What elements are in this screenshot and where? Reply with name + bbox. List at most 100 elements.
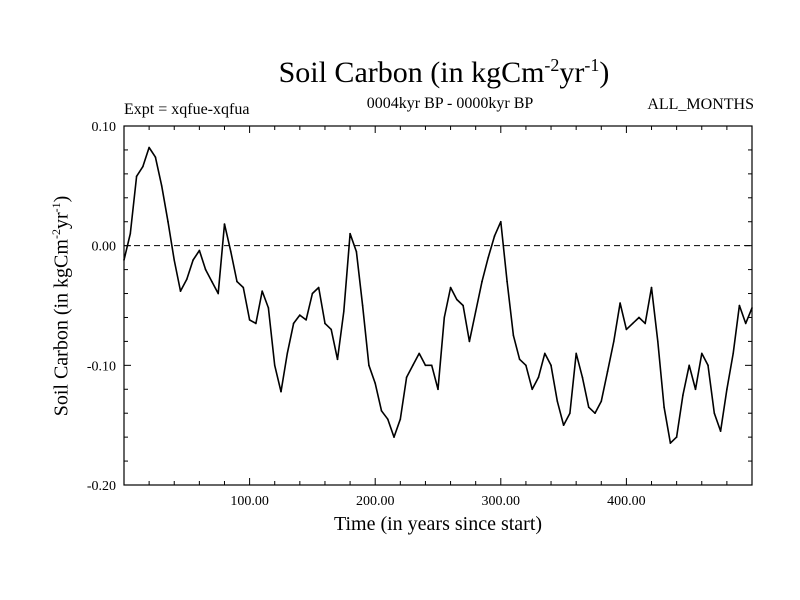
experiment-label: Expt = xqfue-xqfua — [124, 101, 250, 118]
data-point — [242, 286, 245, 289]
data-point — [474, 310, 477, 313]
data-point — [726, 388, 728, 391]
data-point — [556, 400, 559, 403]
data-point — [456, 298, 458, 301]
data-point — [581, 376, 584, 379]
data-point — [594, 412, 596, 415]
data-point — [669, 442, 672, 444]
data-point — [317, 286, 320, 289]
plot-frame — [123, 125, 753, 486]
data-point — [148, 146, 150, 149]
y-tick-label: 0.00 — [92, 240, 117, 255]
data-point — [468, 340, 471, 343]
y-tick-label: 0.10 — [92, 120, 117, 135]
data-point — [386, 418, 389, 420]
data-point — [361, 304, 364, 307]
x-axis-label: Time (in years since start) — [333, 513, 543, 535]
data-point — [694, 388, 697, 391]
data-point — [160, 185, 163, 187]
data-point — [374, 382, 377, 385]
data-point — [292, 322, 295, 325]
data-point — [600, 400, 603, 403]
data-point — [405, 376, 408, 379]
data-point — [462, 304, 464, 307]
data-point — [493, 235, 496, 237]
data-point — [650, 286, 653, 289]
data-point — [129, 232, 132, 235]
data-point — [449, 286, 452, 289]
chart-title: Soil Carbon (in kgCm-2yr-1) — [278, 55, 610, 89]
data-point — [223, 223, 226, 225]
data-point — [324, 322, 326, 325]
data-point — [569, 412, 571, 415]
data-point — [217, 292, 219, 295]
data-point — [186, 278, 188, 280]
data-point — [481, 280, 483, 283]
x-tick-label: 300.00 — [482, 494, 521, 509]
data-point — [135, 175, 138, 178]
data-point — [619, 302, 621, 304]
data-point — [707, 364, 709, 367]
data-point — [311, 292, 314, 295]
y-tick-label: -0.20 — [87, 479, 116, 494]
data-point — [625, 328, 628, 331]
data-point — [418, 352, 420, 355]
data-point — [267, 307, 270, 309]
data-point — [255, 322, 257, 325]
data-point — [506, 280, 508, 283]
data-point — [204, 268, 207, 271]
data-point — [343, 310, 345, 313]
x-tick-label: 400.00 — [607, 494, 646, 509]
data-point — [537, 376, 540, 379]
data-point — [142, 165, 144, 168]
data-point — [550, 364, 552, 367]
data-point — [638, 316, 640, 319]
data-point — [437, 388, 439, 391]
data-point — [211, 280, 213, 283]
data-point — [393, 436, 395, 438]
data-point — [744, 322, 747, 325]
data-point — [562, 424, 565, 426]
data-point — [349, 232, 351, 235]
data-point — [330, 328, 333, 331]
data-point — [738, 304, 741, 307]
data-point — [512, 334, 515, 337]
data-point — [751, 307, 753, 309]
chart-subtitle: 0004kyr BP - 0000kyr BP — [366, 95, 534, 112]
data-point — [236, 280, 238, 283]
data-point — [675, 436, 678, 438]
data-point — [154, 156, 157, 158]
data-point — [248, 319, 251, 321]
data-point — [531, 388, 533, 391]
data-point — [299, 314, 301, 316]
data-point — [543, 352, 546, 355]
data-point — [424, 364, 427, 367]
data-point — [682, 394, 684, 397]
data-point — [380, 410, 383, 412]
data-point — [500, 220, 502, 223]
data-point — [430, 364, 433, 367]
data-point — [355, 250, 358, 253]
data-point — [280, 390, 282, 393]
data-point — [487, 256, 490, 259]
data-point — [732, 352, 734, 355]
data-point — [575, 352, 577, 355]
data-point — [173, 259, 176, 261]
data-point — [719, 430, 722, 432]
data-point — [606, 370, 609, 373]
data-point — [286, 352, 289, 355]
data-point — [713, 412, 716, 415]
data-point — [167, 220, 169, 223]
months-label: ALL_MONTHS — [647, 96, 754, 113]
data-point — [305, 319, 307, 321]
x-tick-label: 200.00 — [356, 494, 395, 509]
data-point — [368, 364, 370, 367]
data-point — [657, 340, 659, 343]
data-point — [525, 364, 527, 367]
data-point — [273, 364, 276, 367]
data-point — [229, 250, 232, 253]
data-point — [443, 316, 446, 319]
data-point — [700, 352, 703, 355]
series-line-soil-carbon — [123, 146, 753, 444]
